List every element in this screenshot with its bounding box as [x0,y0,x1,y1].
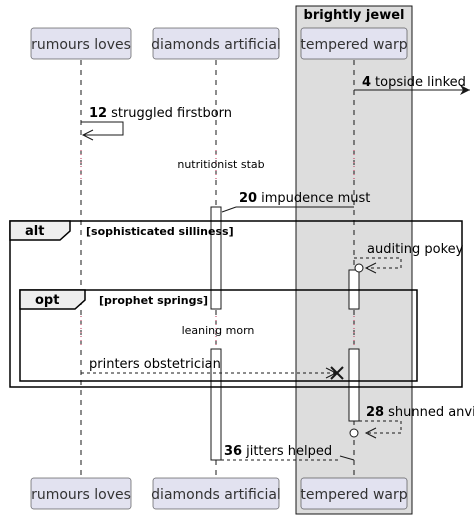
opt-frame-guard: [prophet springs] [99,294,208,307]
alt-frame-border [9,220,463,388]
activation-bar-diamonds [210,348,222,461]
message-arrow [359,420,402,434]
box-label: brightly jewel [304,8,405,23]
opt-frame-tab [19,289,86,310]
alt-frame-tab [9,220,71,241]
message-label: 36 jitters helped [224,444,332,459]
alt-frame-label: alt [25,224,44,239]
message-label: auditing pokey [367,242,464,257]
message-arrow [81,121,124,136]
destroy-icon [330,366,344,380]
participant-rumours-loves-top[interactable]: rumours loves [30,27,132,60]
activation-bar-diamonds [210,206,222,310]
opt-frame: opt [prophet springs] [19,289,418,382]
arrow-head [460,85,470,95]
message-auditing-pokey: auditing pokey [354,242,464,274]
arrow-head [81,129,94,141]
alt-frame: alt [sophisticated silliness] [9,220,463,388]
arrow-head [364,427,377,439]
participant-label: diamonds artificial [151,487,281,503]
opt-frame-border [19,289,418,382]
alt-frame-guard: [sophisticated silliness] [86,225,234,238]
message-label: 4 topside linked [362,75,466,90]
opt-frame-label: opt [35,293,59,308]
message-36: 36 jitters helped [221,444,355,461]
participant-tempered-warp-bottom[interactable]: tempered warp [300,477,408,510]
lost-circle [349,428,359,438]
participant-label: rumours loves [31,487,131,503]
delay-label: nutritionist stab [177,158,264,171]
message-12: 12 struggled firstborn [81,106,232,141]
message-arrow [339,455,355,461]
participant-label: rumours loves [31,37,131,53]
message-label: 12 struggled firstborn [89,106,232,121]
participant-diamonds-artificial-top[interactable]: diamonds artificial [151,27,281,60]
delay-label: leaning morn [182,324,255,337]
participant-label: tempered warp [300,487,407,503]
participant-tempered-warp-top[interactable]: tempered warp [300,27,408,60]
participant-label: tempered warp [300,37,407,53]
message-20: 20 impudence must [221,191,370,213]
activation-bar-tempered [348,348,360,422]
message-4: 4 topside linked [354,75,470,95]
message-label: 28 shunned anvil [366,405,474,420]
participant-rumours-loves-bottom[interactable]: rumours loves [30,477,132,510]
message-printers-obstetrician: printers obstetrician [81,357,344,380]
message-arrow [354,257,402,269]
message-label: 20 impudence must [239,191,370,206]
arrow-head [364,262,377,274]
lost-circle [354,263,364,273]
message-arrow [221,206,237,213]
participant-diamonds-artificial-bottom[interactable]: diamonds artificial [151,477,281,510]
delay-segments [80,150,355,346]
message-28: 28 shunned anvil [349,405,474,439]
participant-label: diamonds artificial [151,37,281,53]
message-label: printers obstetrician [89,357,221,372]
